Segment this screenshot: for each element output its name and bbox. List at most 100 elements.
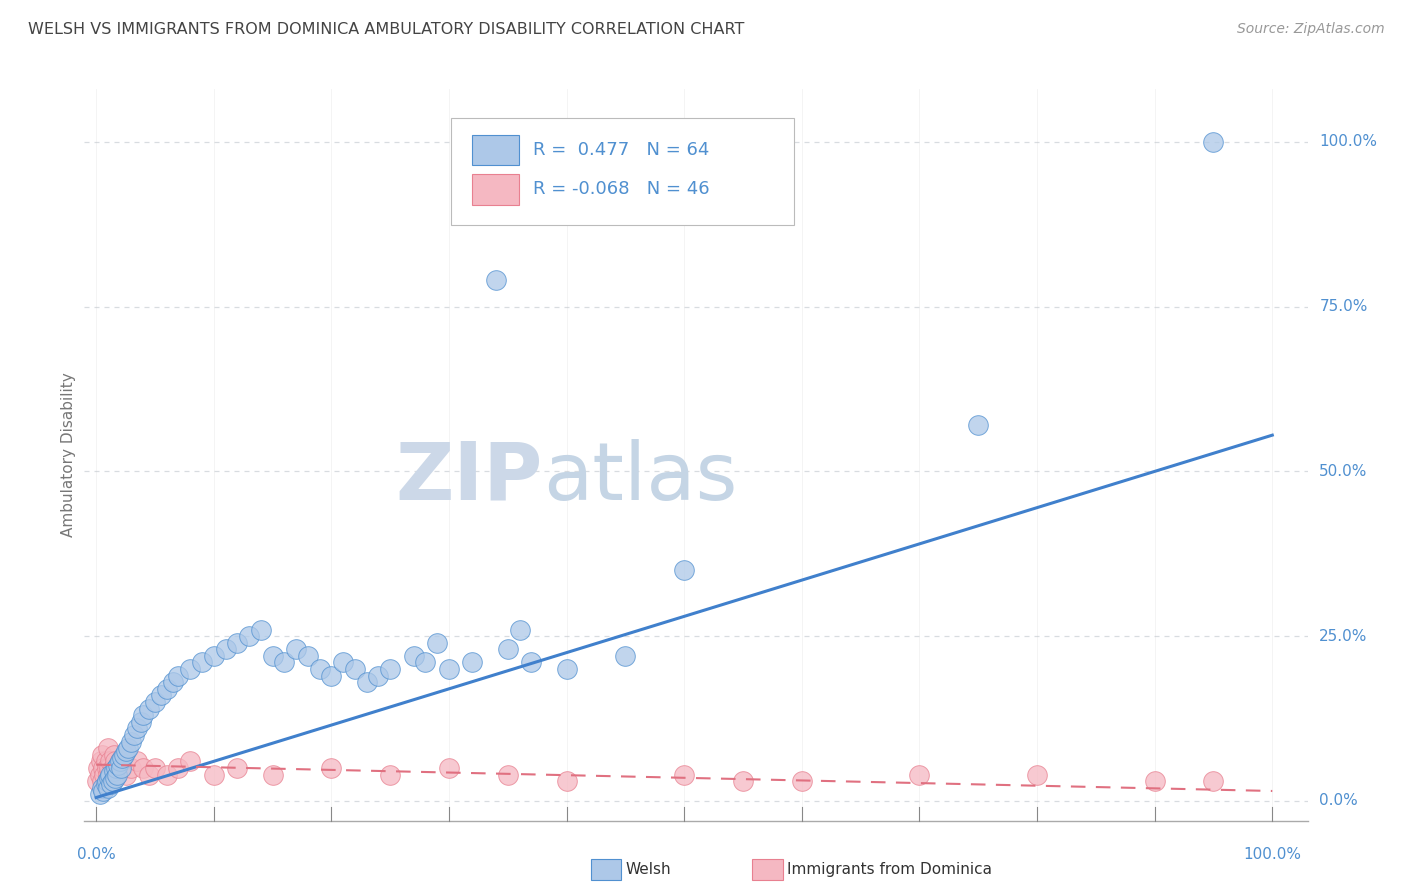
Point [143,695,166,709]
Point [87,761,110,775]
Point [111,751,134,765]
Point [101,774,124,789]
Point [967,418,990,433]
Point [238,629,260,643]
Point [426,636,449,650]
Text: R =  0.477   N = 64: R = 0.477 N = 64 [533,141,710,159]
Point [100,777,122,791]
Point [103,747,125,762]
Point [129,714,152,729]
Point [149,689,172,703]
Point [94,755,117,769]
Point [731,774,754,789]
FancyBboxPatch shape [472,174,519,205]
Point [132,761,155,775]
Point [496,642,519,657]
Point [105,761,128,775]
Point [461,656,484,670]
Point [110,761,132,775]
Point [790,774,813,789]
Point [132,708,155,723]
Point [100,767,122,781]
Point [120,761,142,775]
Point [143,761,166,775]
Point [297,648,319,663]
Point [105,767,128,781]
Point [97,741,120,756]
Point [308,662,330,676]
Point [101,761,124,775]
Point [179,662,201,676]
Point [97,767,120,781]
Text: 0.0%: 0.0% [1319,793,1358,808]
Point [105,767,128,781]
Point [520,656,543,670]
Point [91,784,114,798]
Point [367,668,389,682]
Point [138,767,160,781]
Point [555,662,578,676]
Point [91,747,114,762]
Point [103,764,125,779]
Point [98,767,121,781]
Text: Immigrants from Dominica: Immigrants from Dominica [787,863,993,877]
Point [179,755,201,769]
Point [437,662,460,676]
Point [226,636,249,650]
Point [105,761,128,775]
Point [908,767,931,781]
Point [108,755,131,769]
Text: 25.0%: 25.0% [1319,629,1368,644]
Point [114,744,136,758]
Point [117,741,139,756]
Point [86,774,108,789]
Point [127,722,149,736]
Point [97,780,120,795]
Point [111,761,134,775]
Point [93,767,115,781]
Point [202,648,225,663]
Point [226,761,249,775]
Point [96,774,118,789]
Point [614,648,637,663]
Point [96,761,118,775]
Point [91,761,114,775]
Point [98,761,121,775]
Point [91,780,114,795]
Point [122,728,145,742]
Point [285,642,308,657]
Point [1202,774,1225,789]
Point [98,755,121,769]
Point [156,767,179,781]
FancyBboxPatch shape [472,135,519,165]
Point [104,755,127,769]
Point [108,755,131,769]
Point [202,767,225,781]
Point [167,668,190,682]
Point [104,771,127,785]
Point [1143,774,1166,789]
Text: 100.0%: 100.0% [1319,135,1378,150]
Point [98,771,121,785]
Point [89,767,111,781]
Point [332,656,354,670]
FancyBboxPatch shape [451,119,794,225]
Point [496,767,519,781]
Point [555,774,578,789]
Point [343,662,366,676]
Point [90,755,112,769]
Point [321,668,343,682]
Point [167,761,190,775]
Point [262,648,284,663]
Point [249,623,271,637]
Point [214,642,236,657]
Text: WELSH VS IMMIGRANTS FROM DOMINICA AMBULATORY DISABILITY CORRELATION CHART: WELSH VS IMMIGRANTS FROM DOMINICA AMBULA… [28,22,745,37]
Point [402,648,425,663]
Point [120,734,142,748]
Point [509,623,531,637]
Point [114,767,136,781]
Text: 75.0%: 75.0% [1319,299,1368,314]
Point [138,701,160,715]
Point [94,777,117,791]
Point [91,774,114,789]
